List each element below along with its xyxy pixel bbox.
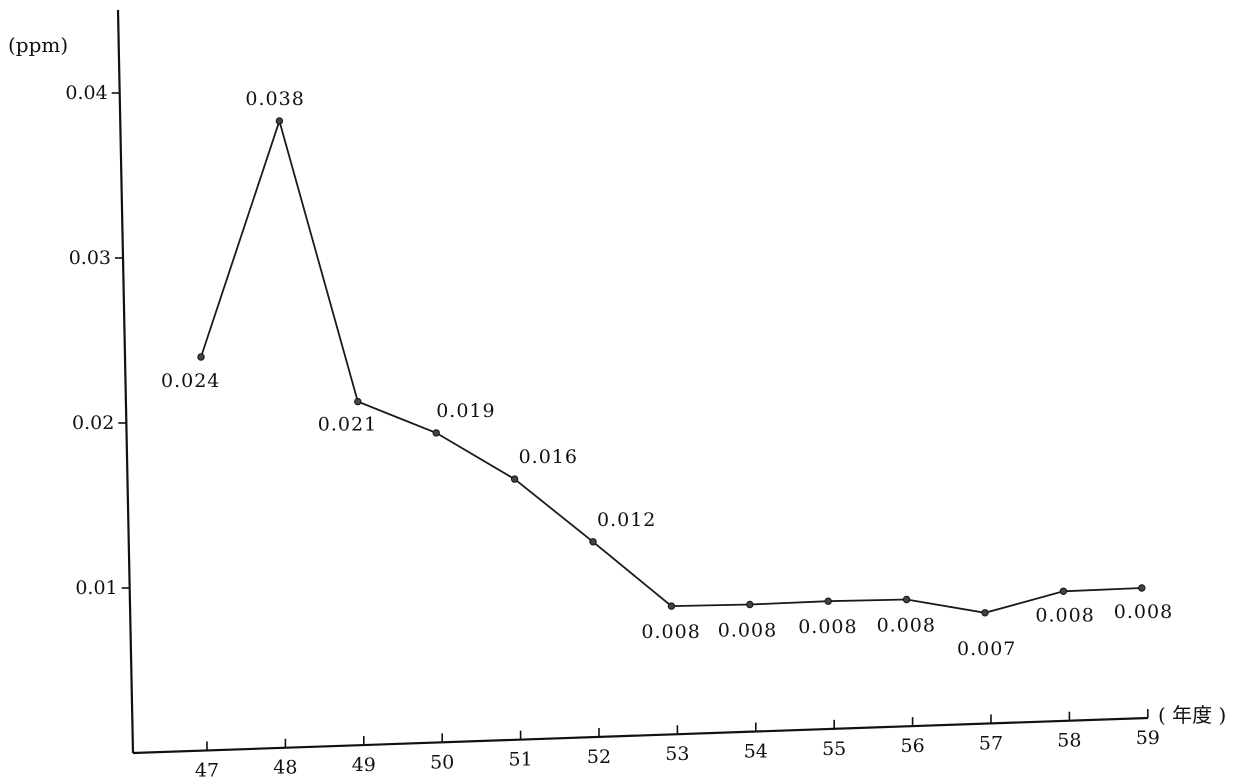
y-tick-label: 0.02 [72,412,114,434]
x-tick-label: 47 [195,759,219,781]
x-tick-label: 56 [901,735,925,757]
y-tick-label: 0.03 [69,247,111,269]
data-point [1138,584,1146,592]
x-tick-label: 55 [822,738,846,760]
data-point [589,538,597,546]
data-point [981,609,989,617]
data-label: 0.024 [161,370,220,392]
data-label: 0.008 [877,615,936,637]
x-tick-label: 51 [509,749,533,771]
data-point [432,429,440,437]
data-point [1059,587,1068,595]
x-tick-label: 52 [587,746,611,768]
data-label: 0.012 [597,509,656,531]
y-axis-unit-label: (ppm) [8,33,68,57]
data-label: 0.008 [641,621,700,643]
data-label: 0.007 [957,638,1016,660]
data-point [902,595,911,604]
data-label: 0.008 [798,616,857,638]
data-label: 0.008 [1035,604,1094,626]
data-point [197,353,205,361]
y-tick-label: 0.01 [75,577,117,599]
x-tick-label: 50 [430,751,454,773]
x-tick-label: 49 [352,754,376,776]
x-axis [132,716,1149,755]
y-axis [116,9,135,754]
x-tick-label: 53 [665,743,689,765]
x-tick-label: 54 [744,741,768,763]
series: 0.024 0.038 0.021 0.019 0.016 0.012 0.008 0.008… [161,88,1173,660]
y-ticks: 0.01 0.02 0.03 0.04 [65,82,130,599]
data-label: 0.016 [519,446,578,468]
x-tick-label: 58 [1057,730,1081,752]
data-label: 0.021 [318,414,377,436]
axes [116,9,1149,755]
data-point [354,397,362,406]
data-label: 0.008 [718,620,777,642]
data-label: 0.008 [1114,601,1173,623]
data-point [746,600,754,609]
x-ticks: 47 48 49 50 51 52 53 54 55 56 57 58 59 [195,709,1160,781]
y-tick-label: 0.04 [65,82,107,104]
x-axis-unit-label: ( 年度 ) [1158,703,1226,727]
data-label: 0.038 [245,88,304,110]
data-point [275,117,284,125]
x-tick-label: 59 [1136,727,1160,749]
data-point [824,597,832,605]
data-label: 0.019 [436,400,495,422]
x-tick-label: 48 [273,757,297,779]
series-line [200,117,1142,614]
data-point [667,602,676,610]
data-point [510,475,519,483]
x-tick-label: 57 [979,732,1003,754]
